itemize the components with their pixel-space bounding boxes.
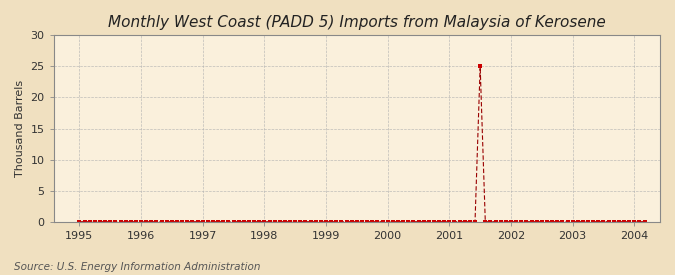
Y-axis label: Thousand Barrels: Thousand Barrels	[15, 80, 25, 177]
Title: Monthly West Coast (PADD 5) Imports from Malaysia of Kerosene: Monthly West Coast (PADD 5) Imports from…	[108, 15, 605, 30]
Text: Source: U.S. Energy Information Administration: Source: U.S. Energy Information Administ…	[14, 262, 260, 272]
